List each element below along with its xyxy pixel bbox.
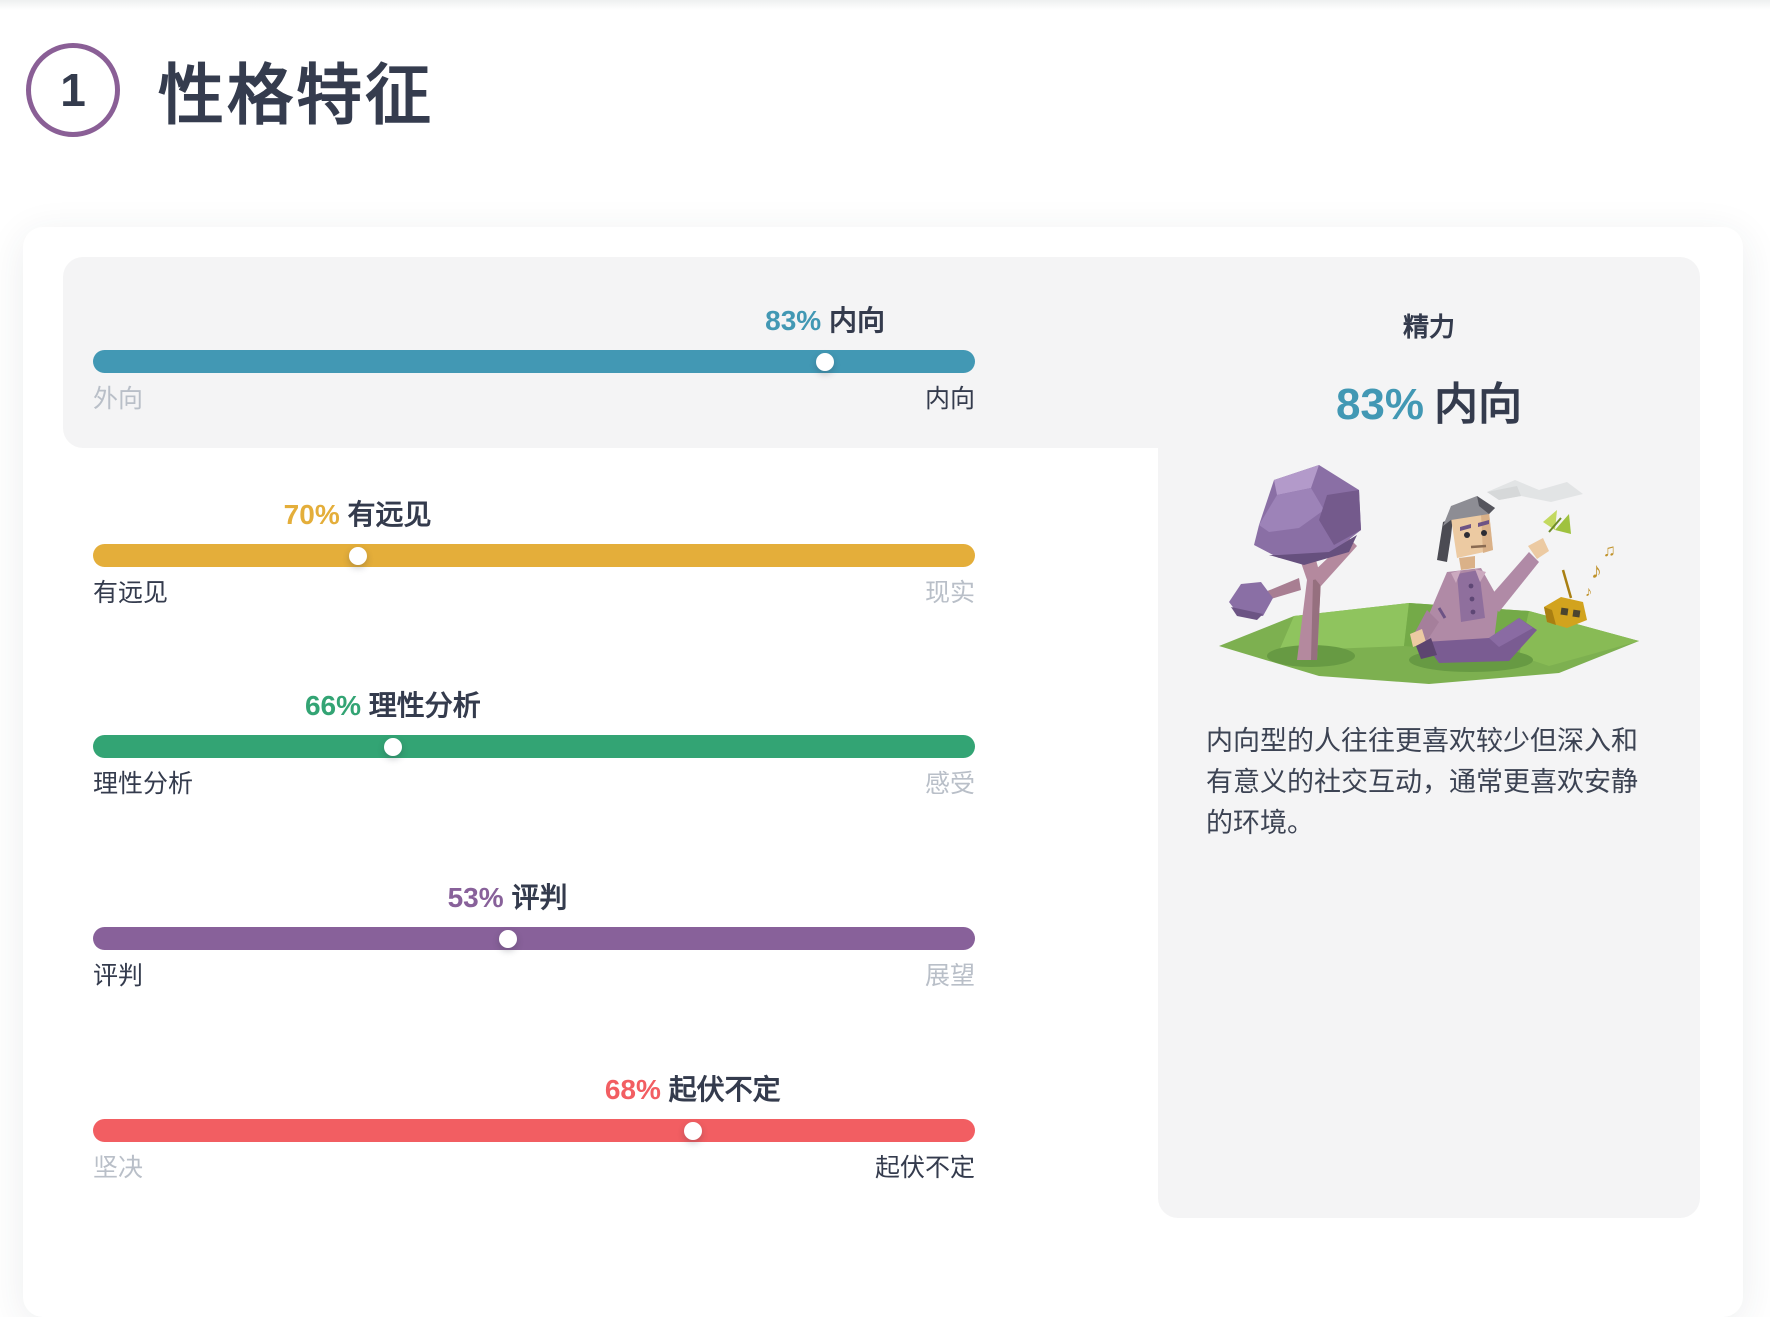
- trait-percent-label: 66% 理性分析: [304, 690, 481, 721]
- trait-right-label: 感受: [924, 770, 975, 798]
- trait-right-label: 展望: [924, 962, 975, 990]
- trait-percent-label: 70% 有远见: [283, 499, 432, 530]
- trait-slider-bar: [93, 1119, 975, 1142]
- detail-trait-name: 内向: [1434, 380, 1523, 429]
- detail-percent: 83%: [1335, 380, 1425, 429]
- trait-rows: 83% 内向 外向 内向 70% 有远见 有远见 现实 66% 理性分析 理性分析 感受 53% …: [23, 227, 1743, 1317]
- detail-percent-trait: 83% 内向: [1158, 368, 1700, 432]
- cloud-icon: [1487, 480, 1583, 502]
- trait-percent-label: 68% 起伏不定: [604, 1074, 781, 1105]
- music-note-icon: ♪: [1585, 583, 1592, 599]
- top-edge-shading: [0, 0, 1770, 10]
- trait-row: 68% 起伏不定坚决 起伏不定: [93, 1073, 975, 1193]
- trait-left-label: 评判: [93, 962, 144, 990]
- section-number: 1: [60, 64, 86, 116]
- sitting-person-illustration: [1410, 496, 1549, 663]
- trait-percent-label: 53% 评判: [447, 882, 568, 913]
- detail-category-label: 精力: [1402, 312, 1455, 342]
- trait-slider-handle[interactable]: [348, 546, 367, 565]
- trait-slider-handle[interactable]: [816, 352, 835, 371]
- trait-row: 66% 理性分析理性分析 感受: [93, 689, 975, 809]
- trait-slider-bar: [93, 735, 975, 758]
- butterfly-icon: [1543, 510, 1571, 534]
- personality-traits-card: 83% 内向 外向 内向 70% 有远见 有远见 现实 66% 理性分析 理性分析 感受 53% …: [23, 227, 1743, 1317]
- trait-row: 83% 内向外向 内向: [93, 304, 975, 424]
- trait-right-label: 内向: [924, 385, 975, 413]
- section-header: 1 性格特征: [26, 42, 434, 138]
- trait-row: 53% 评判评判 展望: [93, 881, 975, 1001]
- trait-slider-bar: [93, 350, 975, 373]
- trait-right-label: 现实: [924, 579, 975, 607]
- detail-panel: 精力 83% 内向: [1158, 257, 1700, 844]
- music-note-icon: ♫: [1603, 541, 1616, 560]
- detail-description: 内向型的人往往更喜欢较少但深入和有意义的社交互动，通常更喜欢安静的环境。: [1206, 726, 1638, 838]
- tree-icon: [1229, 465, 1361, 660]
- trait-percent-label: 83% 内向: [765, 305, 885, 336]
- trait-left-label: 外向: [93, 385, 144, 413]
- trait-slider-handle[interactable]: [683, 1121, 702, 1140]
- introvert-illustration: ♪ ♫ ♪: [1158, 450, 1700, 695]
- detail-panel-background: [1158, 448, 1700, 1218]
- trait-slider-handle[interactable]: [498, 929, 517, 948]
- trait-slider-bar: [93, 927, 975, 950]
- trait-row: 70% 有远见有远见 现实: [93, 498, 975, 618]
- section-title: 性格特征: [158, 58, 434, 132]
- trait-left-label: 坚决: [93, 1154, 144, 1182]
- trait-slider-bar: [93, 544, 975, 567]
- trait-left-label: 有远见: [93, 579, 169, 607]
- radio-icon: ♪ ♫ ♪: [1544, 541, 1616, 628]
- trait-left-label: 理性分析: [93, 770, 194, 798]
- trait-slider-handle[interactable]: [383, 737, 402, 756]
- trait-right-label: 起伏不定: [874, 1154, 975, 1182]
- music-note-icon: ♪: [1591, 558, 1602, 583]
- section-number-badge: 1: [26, 43, 120, 137]
